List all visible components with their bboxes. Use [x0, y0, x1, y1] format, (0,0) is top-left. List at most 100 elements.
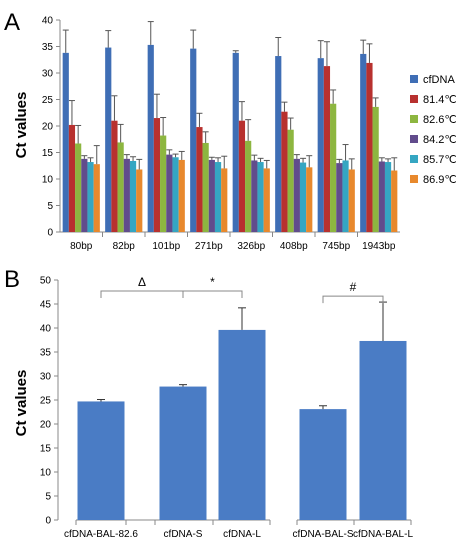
panel-a-bar-82bp-1 [111, 120, 118, 232]
panel-a-bar-1943bp-2 [372, 106, 379, 232]
panel-a-bar-101bp-3 [166, 154, 173, 232]
panel-a-y-tick-label: 35 [42, 42, 54, 53]
panel-b-x-tick-label: cfDNA-L [223, 529, 261, 540]
panel-a-bar-271bp-4 [214, 162, 222, 232]
panel-a-legend-label-1: 81.4℃ [423, 94, 457, 106]
panel-a-bar-80bp-2 [75, 143, 82, 232]
panel-a-error-bars [62, 21, 398, 171]
panel-a-y-tick-label: 20 [42, 122, 54, 133]
panel-a-bar-82bp-4 [129, 160, 137, 232]
panel-a-chart: A Ct values 0 5 10 15 20 25 30 35 40 80bp 82bp 101… [4, 9, 457, 252]
panel-a-legend-swatch-5 [410, 175, 418, 183]
panel-a-bar-82bp-0 [105, 47, 112, 233]
panel-a-legend-swatch-2 [410, 115, 418, 123]
panel-b-x-tick-label: cfDNA-BAL-S [292, 529, 353, 540]
panel-a-bar-82bp-2 [117, 142, 124, 232]
panel-b-y-tick-label: 35 [40, 348, 52, 359]
panel-a-legend-swatch-3 [410, 135, 418, 143]
panel-b-x-tick-labels: cfDNA-BAL-82.6 cfDNA-S cfDNA-L cfDNA-BAL-S c… [64, 529, 413, 540]
panel-a-bar-408bp-4 [299, 162, 307, 232]
panel-a-x-tick-label: 82bp [113, 241, 136, 252]
panel-a-legend-swatch-1 [410, 95, 418, 103]
panel-b-label: B [4, 266, 20, 293]
panel-a-legend-label-4: 85.7℃ [423, 154, 457, 166]
panel-a-bar-408bp-2 [287, 129, 294, 232]
panel-a-legend: cfDNA 81.4℃ 82.6℃ 84.2℃ 85.7℃ 86.9℃ [410, 74, 457, 186]
panel-b-x-tick-label: cfDNA-BAL-82.6 [64, 529, 138, 540]
panel-a-bar-745bp-1 [323, 66, 331, 232]
panel-a-bar-745bp-3 [336, 163, 343, 232]
panel-b-x-tick-label: cfDNA-BAL-L [353, 529, 413, 540]
panel-b-y-tick-label: 45 [40, 300, 52, 311]
panel-a-bar-326bp-5 [263, 168, 270, 232]
panel-b-bar-cfDNA-BAL-82.6 [77, 401, 125, 520]
panel-a-y-tick-label: 10 [42, 175, 54, 186]
panel-b-y-tick-label: 20 [40, 420, 52, 431]
panel-a-bar-408bp-3 [293, 158, 300, 232]
panel-a-legend-label-2: 82.6℃ [423, 114, 457, 126]
panel-a-bar-326bp-4 [257, 162, 264, 232]
panel-a-legend-label-5: 86.9℃ [423, 174, 457, 186]
panel-b-y-tick-label: 25 [40, 396, 52, 407]
panel-a-legend-swatch-4 [410, 155, 418, 163]
panel-a-bar-408bp-5 [306, 167, 313, 232]
panel-a-y-tick-label: 5 [47, 201, 53, 212]
panel-b-significance-bracket-0 [100, 290, 184, 299]
panel-b-bar-cfDNA-BAL-S [299, 409, 347, 520]
panel-a-bar-80bp-0 [62, 52, 69, 232]
panel-a-bar-271bp-2 [202, 142, 209, 232]
panel-a-bar-326bp-2 [245, 140, 252, 232]
panel-a-bar-82bp-3 [123, 158, 130, 232]
panel-a-bar-745bp-0 [317, 58, 324, 232]
panel-b-significance-symbol-0: Δ [138, 275, 146, 289]
panel-b-bar-cfDNA-S [159, 386, 207, 520]
panel-b-x-tick-label: cfDNA-S [164, 529, 203, 540]
panel-a-bar-80bp-5 [93, 164, 100, 232]
panel-a-bar-1943bp-1 [366, 62, 373, 233]
panel-a-bar-1943bp-3 [378, 161, 385, 232]
panel-a-legend-swatch-0 [410, 75, 418, 83]
panel-a-bar-271bp-3 [208, 159, 215, 232]
panel-b-chart: B Ct values 0 5 10 15 20 25 30 35 40 45 50 Δ * # cfD… [4, 266, 413, 540]
panel-a-bar-101bp-1 [153, 118, 161, 232]
panel-a-bar-80bp-3 [81, 158, 88, 232]
panel-b-bar-cfDNA-BAL-L [359, 340, 407, 520]
panel-a-y-tick-label: 40 [42, 16, 54, 27]
panel-a-bar-745bp-4 [342, 160, 349, 232]
panel-a-bar-101bp-0 [147, 44, 154, 232]
panel-a-bar-271bp-1 [196, 127, 203, 232]
panel-a-bar-80bp-1 [68, 124, 76, 232]
panel-a-y-tick-label: 25 [42, 95, 54, 106]
panel-a-x-tick-label: 745bp [322, 241, 350, 252]
panel-b-y-tick-label: 5 [45, 492, 51, 503]
panel-a-bar-1943bp-5 [391, 170, 398, 232]
panel-a-x-tick-label: 1943bp [362, 241, 396, 252]
panel-b-y-tick-label: 0 [45, 516, 51, 527]
panel-b-bar-cfDNA-L [218, 329, 266, 520]
panel-a-legend-label-3: 84.2℃ [423, 134, 457, 146]
panel-b-significance-bracket-1 [182, 290, 243, 299]
panel-a-y-tick-label: 0 [47, 228, 53, 239]
panel-a-bar-271bp-5 [221, 168, 228, 232]
panel-a-legend-label-0: cfDNA [423, 74, 455, 86]
panel-a-bar-326bp-1 [238, 120, 246, 232]
panel-b-y-axis-title: Ct values [13, 370, 30, 437]
panel-a-bar-101bp-4 [172, 157, 179, 232]
panel-a-x-tick-label: 271bp [195, 241, 223, 252]
panel-b-significance-brackets: Δ * # [100, 275, 384, 304]
panel-a-bar-1943bp-0 [360, 53, 367, 232]
panel-b-y-tick-label: 40 [40, 324, 52, 335]
panel-a-bar-80bp-4 [87, 162, 94, 232]
panel-a-y-tick-label: 15 [42, 148, 54, 159]
panel-b-bars [77, 329, 407, 520]
panel-a-label: A [4, 9, 20, 36]
panel-b-error-bars [97, 301, 387, 410]
panel-b-significance-bracket-2 [322, 295, 384, 304]
panel-a-bar-408bp-1 [281, 111, 288, 232]
panel-a-y-tick-label: 30 [42, 69, 54, 80]
panel-a-bar-326bp-0 [232, 52, 239, 232]
panel-a-x-tick-label: 101bp [152, 241, 180, 252]
panel-a-bar-408bp-0 [275, 56, 282, 232]
panel-b-y-tick-label: 15 [40, 444, 52, 455]
